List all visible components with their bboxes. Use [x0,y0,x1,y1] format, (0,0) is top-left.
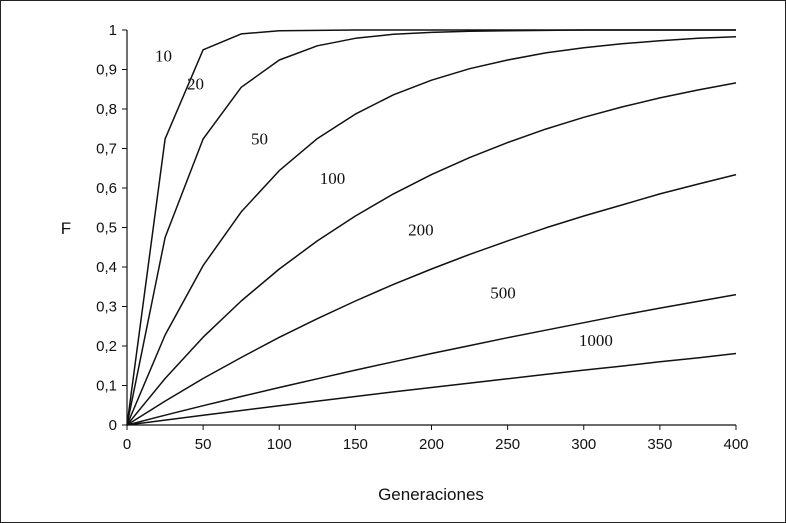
x-tick-label: 100 [267,436,292,453]
x-tick-label: 300 [571,436,596,453]
curve-label-50: 50 [251,130,268,149]
curve-n20 [126,29,736,426]
y-tick-label: 0,8 [96,101,117,118]
y-tick-label: 0,7 [96,141,117,158]
curve-n500 [126,293,737,426]
curve-n1000 [126,352,737,426]
curve-n50 [126,35,737,426]
y-tick-label: 0,5 [96,220,117,237]
axes-layer: 0 50 100 150 200 250 300 350 40000,10,20,30,40,5… [96,22,748,453]
y-tick-label: 0,6 [96,180,117,197]
curve-label-20: 20 [187,74,204,93]
y-axis-title: F [61,219,71,238]
x-tick-label: 0 [123,436,131,453]
curve-n200 [126,173,737,426]
curve-label-500: 500 [490,284,516,303]
x-tick-label: 350 [647,436,672,453]
y-tick-label: 0,1 [96,378,117,395]
curve-labels-layer: 10 20 50 100 200 500 1000 [155,47,613,350]
curves-layer [126,29,737,426]
x-tick-label: 200 [419,436,444,453]
x-axis-title: Generaciones [378,485,484,504]
curve-label-10: 10 [155,47,172,66]
x-tick-label: 150 [343,436,368,453]
y-tick-label: 0,2 [96,338,117,355]
y-tick-label: 0,9 [96,62,117,79]
y-tick-label: 0 [109,417,117,434]
y-tick-label: 1 [109,22,117,39]
x-tick-label: 50 [195,436,212,453]
curve-label-200: 200 [408,220,434,239]
curve-n100 [126,82,737,426]
curve-label-1000: 1000 [579,331,613,350]
y-tick-label: 0,4 [96,259,117,276]
x-tick-label: 400 [723,436,748,453]
x-tick-label: 250 [495,436,520,453]
y-tick-label: 0,3 [96,299,117,316]
curve-label-100: 100 [320,169,346,188]
